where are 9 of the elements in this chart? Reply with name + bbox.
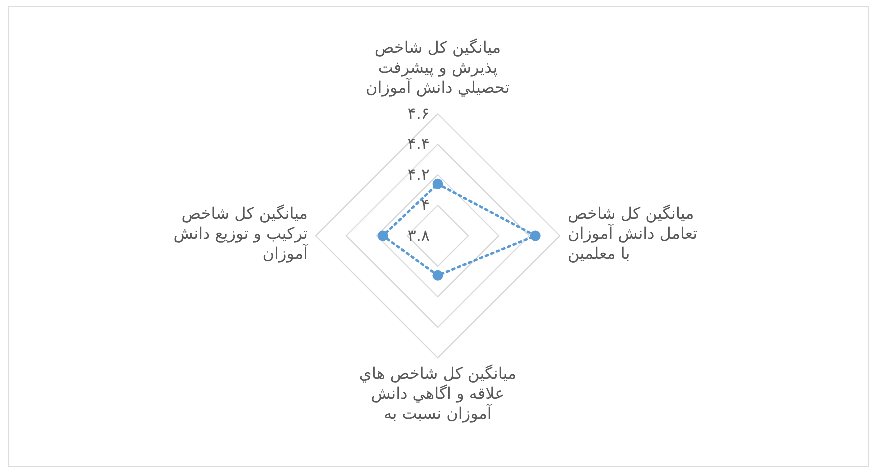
y-tick-label: ۴.۴ <box>408 134 430 154</box>
y-tick-label: ۳.۸ <box>408 226 430 245</box>
spoke-label: میانگین کل شاخص هاي علاقه و اگاهي دانش آموزان نسبت به <box>359 364 517 423</box>
spoke-label: میانگین کل شاخص پذیرش و پیشرفت تحصيلي دانش آموزان <box>366 38 510 97</box>
spoke-label: میانگین کل شاخص ترکیب و توزیع دانش آموزان <box>174 204 310 263</box>
y-tick-label: ۴.۶ <box>408 104 430 123</box>
y-tick-label: ۴ <box>421 196 430 214</box>
y-tick-label: ۴.۲ <box>408 165 430 184</box>
spoke-label: میانگین کل شاخص تعامل دانش آموزان با معلمین <box>568 204 698 263</box>
